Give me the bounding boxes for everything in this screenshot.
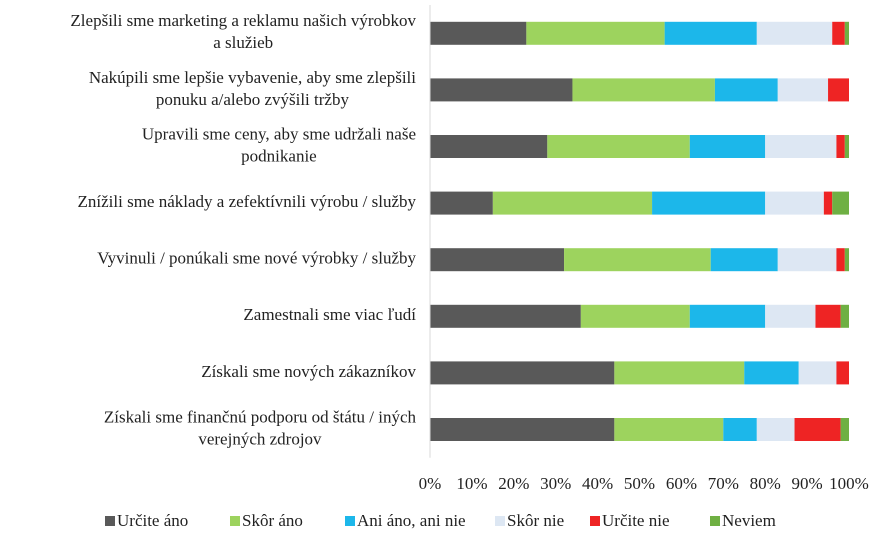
- bar-segment: [844, 21, 849, 45]
- bar-segment: [652, 191, 766, 215]
- legend-label: Ani áno, ani nie: [357, 511, 466, 530]
- bar-segment: [664, 21, 757, 45]
- x-tick-label: 50%: [624, 474, 655, 493]
- bar-segment: [756, 418, 795, 441]
- legend-swatch: [590, 516, 600, 526]
- bar-segment: [714, 78, 778, 102]
- x-tick-label: 30%: [540, 474, 571, 493]
- bar-segment: [689, 135, 766, 158]
- bar-segment: [844, 248, 849, 272]
- category-label: Získali sme finančnú podporu od štátu / …: [104, 407, 417, 426]
- category-label: Vyvinuli / ponúkali sme nové výrobky / s…: [97, 249, 416, 268]
- bar-segment: [430, 361, 615, 385]
- bar-segment: [689, 304, 766, 328]
- bar-segment: [765, 135, 837, 158]
- legend-label: Určite nie: [602, 511, 670, 530]
- bar-segment: [815, 304, 841, 328]
- bar-segment: [828, 78, 849, 102]
- bar-segment: [744, 361, 799, 385]
- category-label: a služieb: [213, 33, 273, 52]
- bar-segment: [430, 135, 548, 158]
- category-label: ponuku a/alebo zvýšili tržby: [156, 90, 350, 109]
- legend-swatch: [495, 516, 505, 526]
- bar-segment: [844, 135, 849, 158]
- category-label: verejných zdrojov: [198, 429, 322, 448]
- bar-segment: [777, 78, 829, 102]
- x-tick-label: 100%: [829, 474, 869, 493]
- bar-segment: [777, 248, 837, 272]
- legend-label: Skôr nie: [507, 511, 564, 530]
- x-tick-label: 0%: [419, 474, 442, 493]
- bar-segment: [492, 191, 653, 215]
- bar-segment: [765, 191, 824, 215]
- bar-segment: [564, 248, 711, 272]
- bar-segment: [572, 78, 715, 102]
- x-tick-label: 60%: [666, 474, 697, 493]
- category-label: Zamestnali sme viac ľudí: [243, 305, 416, 324]
- category-label: Získali sme nových zákazníkov: [201, 362, 416, 381]
- bar-segment: [430, 191, 493, 215]
- bar-segment: [836, 248, 845, 272]
- bar-segment: [832, 21, 845, 45]
- x-tick-label: 40%: [582, 474, 613, 493]
- bar-segment: [798, 361, 837, 385]
- bar-segment: [614, 361, 745, 385]
- bar-segment: [526, 21, 665, 45]
- bar-segment: [840, 304, 849, 328]
- bar-segment: [840, 418, 849, 441]
- bar-segment: [430, 78, 573, 102]
- x-tick-label: 80%: [750, 474, 781, 493]
- bar-segment: [765, 304, 816, 328]
- bar-segment: [430, 304, 581, 328]
- bar-segment: [823, 191, 833, 215]
- legend-label: Neviem: [722, 511, 776, 530]
- category-label: Zlepšili sme marketing a reklamu našich …: [70, 11, 416, 30]
- bar-segment: [836, 361, 849, 385]
- category-label: Upravili sme ceny, aby sme udržali naše: [142, 124, 416, 143]
- category-label: podnikanie: [241, 146, 317, 165]
- bar-segment: [710, 248, 778, 272]
- legend-swatch: [230, 516, 240, 526]
- bar-segment: [430, 21, 527, 45]
- x-tick-label: 90%: [792, 474, 823, 493]
- bar-segment: [836, 135, 845, 158]
- bar-segment: [547, 135, 690, 158]
- bar-segment: [580, 304, 690, 328]
- legend-label: Určite áno: [117, 511, 188, 530]
- x-tick-label: 20%: [498, 474, 529, 493]
- legend-swatch: [105, 516, 115, 526]
- bar-segment: [430, 248, 565, 272]
- bar-segment: [832, 191, 849, 215]
- bar-segment: [794, 418, 841, 441]
- bar-segment: [430, 418, 615, 441]
- legend-label: Skôr áno: [242, 511, 303, 530]
- legend-swatch: [710, 516, 720, 526]
- legend-swatch: [345, 516, 355, 526]
- category-label: Znížili sme náklady a zefektívnili výrob…: [78, 192, 417, 211]
- category-label: Nakúpili sme lepšie vybavenie, aby sme z…: [89, 68, 416, 87]
- bar-segment: [723, 418, 757, 441]
- x-tick-label: 10%: [456, 474, 487, 493]
- x-tick-label: 70%: [708, 474, 739, 493]
- bar-segment: [756, 21, 833, 45]
- bar-segment: [614, 418, 724, 441]
